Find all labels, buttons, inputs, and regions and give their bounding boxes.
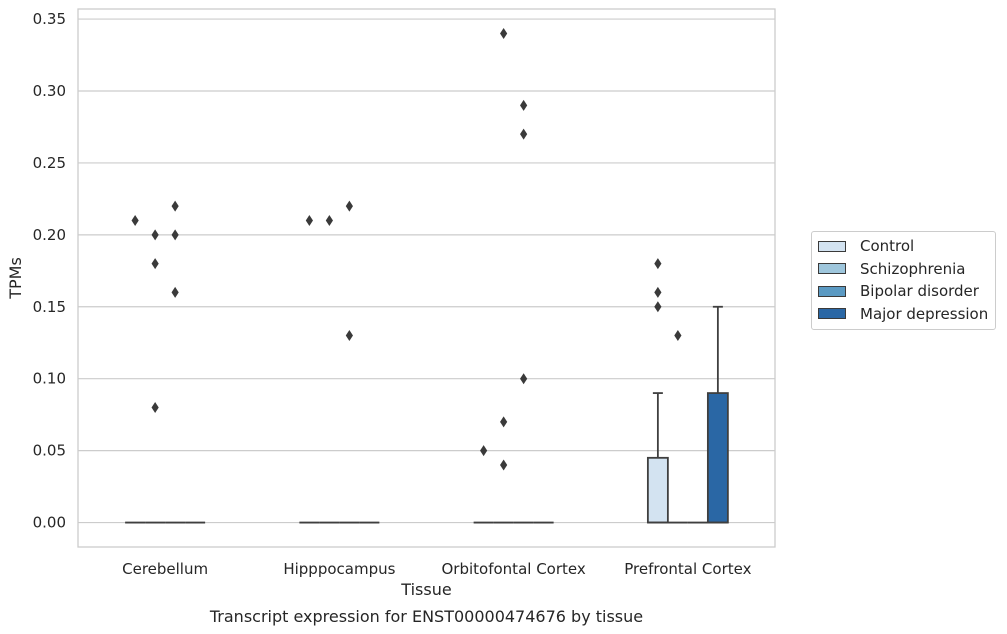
legend-item-major-depression: Major depression bbox=[812, 303, 995, 326]
x-tick-label: Prefrontal Cortex bbox=[624, 560, 751, 578]
x-tick-label: Orbitofontal Cortex bbox=[442, 560, 586, 578]
y-tick-label: 0.25 bbox=[33, 154, 66, 172]
box-plot bbox=[706, 305, 729, 524]
legend-label: Schizophrenia bbox=[860, 259, 966, 278]
outlier-point bbox=[151, 258, 159, 270]
outlier-point bbox=[131, 214, 139, 226]
outlier-point bbox=[345, 330, 353, 342]
y-tick-label: 0.20 bbox=[33, 226, 66, 244]
outlier-point bbox=[325, 214, 333, 226]
y-tick-label: 0.05 bbox=[33, 442, 66, 460]
plot-area-frame bbox=[77, 8, 776, 548]
box bbox=[706, 392, 729, 524]
outlier-point bbox=[674, 330, 682, 342]
outlier-point bbox=[171, 229, 179, 241]
legend-swatch bbox=[818, 308, 846, 320]
legend-label: Control bbox=[860, 237, 915, 256]
x-tick-label: Cerebellum bbox=[122, 560, 208, 578]
gridlines bbox=[78, 18, 775, 524]
legend-label: Major depression bbox=[860, 304, 989, 323]
outlier-point bbox=[151, 401, 159, 413]
outlier-point bbox=[654, 301, 662, 313]
box-plot bbox=[646, 392, 669, 524]
x-axis-label: Tissue bbox=[400, 580, 451, 599]
outlier-point bbox=[500, 459, 508, 471]
outlier-point bbox=[171, 286, 179, 298]
legend-item-bipolar-disorder: Bipolar disorder bbox=[812, 280, 995, 303]
outlier-point bbox=[520, 128, 528, 140]
outlier-point bbox=[345, 200, 353, 212]
x-tick-label: Hipppocampus bbox=[283, 560, 395, 578]
y-axis-label: TPMs bbox=[6, 257, 25, 300]
y-tick-label: 0.10 bbox=[33, 370, 66, 388]
legend-swatch bbox=[818, 285, 846, 297]
y-tick-label: 0.35 bbox=[33, 10, 66, 28]
legend-swatch bbox=[818, 263, 846, 275]
x-tick-labels: Cerebellum Hipppocampus Orbitofontal Corte… bbox=[122, 560, 751, 578]
outlier-point bbox=[654, 258, 662, 270]
y-tick-label: 0.00 bbox=[33, 514, 66, 532]
outlier-point bbox=[520, 99, 528, 111]
outlier-point bbox=[654, 286, 662, 298]
outlier-point bbox=[171, 200, 179, 212]
legend-label: Bipolar disorder bbox=[860, 282, 979, 301]
outlier-points bbox=[131, 27, 682, 471]
outlier-point bbox=[305, 214, 313, 226]
outlier-point bbox=[500, 27, 508, 39]
legend-swatch bbox=[818, 240, 846, 252]
outlier-point bbox=[500, 416, 508, 428]
y-tick-label: 0.15 bbox=[33, 298, 66, 316]
box bbox=[646, 456, 669, 524]
outlier-point bbox=[520, 373, 528, 385]
legend-item-schizophrenia: Schizophrenia bbox=[812, 258, 995, 281]
box-plots bbox=[125, 305, 729, 524]
y-tick-label: 0.30 bbox=[33, 82, 66, 100]
outlier-point bbox=[480, 445, 488, 457]
outlier-point bbox=[151, 229, 159, 241]
legend-item-control: Control bbox=[812, 235, 995, 258]
legend: Control Schizophrenia Bipolar disorder M… bbox=[811, 231, 996, 330]
y-tick-labels: 0.00 0.05 0.10 0.15 0.20 0.25 0.30 0.35 bbox=[33, 10, 66, 531]
chart-caption: Transcript expression for ENST0000047467… bbox=[209, 607, 643, 626]
